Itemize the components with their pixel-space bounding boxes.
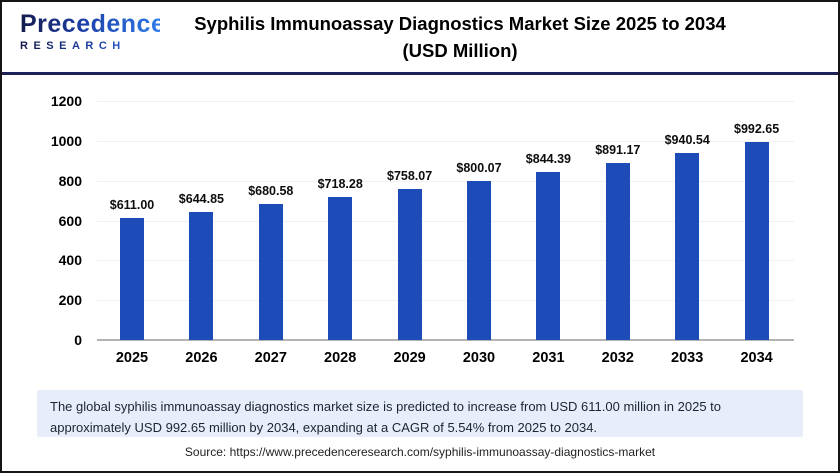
brand-logo: Precedence RESEARCH [20,10,166,52]
bar-value-label: $992.65 [734,122,780,137]
source-text: Source: https://www.precedenceresearch.c… [184,445,656,459]
bar [675,152,700,340]
bar [397,189,422,340]
bar-chart: $611.00 2025 $644.85 2026 $680.58 2027 $718.28… [2,75,838,387]
y-axis-label: 600 [58,212,82,229]
bar-value-label: $758.07 [387,169,433,184]
bar-value-label: $844.39 [525,151,571,166]
x-axis-label: 2029 [393,350,426,366]
y-axis-label: 1000 [50,132,82,149]
gridline [97,220,794,222]
x-axis-label: 2033 [671,350,704,366]
bar [467,180,491,340]
summary-text: The global syphilis immunoassay diagnost… [50,399,722,435]
y-axis-label: 200 [58,292,82,309]
x-axis-label: 2025 [115,350,149,366]
page-title-line1: Syphilis Immunoassay Diagnostics Market … [194,13,726,34]
y-axis-label: 0 [74,332,82,348]
bar-value-label: $644.85 [178,191,224,206]
bar [328,196,353,340]
y-axis-label: 400 [58,252,82,269]
header-divider [2,72,838,75]
x-axis-label: 2032 [601,350,634,366]
gridline [97,101,794,102]
page-title: Syphilis Immunoassay Diagnostics Market … [122,11,798,65]
bar-value-label: $611.00 [109,198,155,213]
bar [744,142,769,340]
bar [605,162,630,340]
x-axis-line [97,339,794,341]
bar-value-label: $680.58 [248,184,294,199]
plot-area: $611.00 2025 $644.85 2026 $680.58 2027 $718.28… [97,101,794,366]
page-title-line2: (USD Million) [402,39,518,61]
bar-value-label: $718.28 [317,176,363,191]
x-axis-label: 2031 [532,350,565,366]
bar [258,204,283,340]
bar-value-label: $891.17 [595,142,641,157]
bar-value-label: $940.54 [664,132,710,147]
x-axis-label: 2027 [254,350,287,366]
logo-subtitle: RESEARCH [20,41,160,52]
header: Precedence RESEARCH Syphilis Immunoassay… [2,2,838,72]
x-axis-label: 2026 [185,350,218,366]
source-line: Source: https://www.precedenceresearch.c… [2,445,838,459]
gridline [97,260,794,262]
summary-box: The global syphilis immunoassay diagnost… [37,390,803,437]
logo-wordmark: Precedence [20,10,166,38]
bar [120,218,144,340]
x-axis-label: 2034 [740,350,773,366]
x-axis-label: 2030 [462,350,496,366]
gridline [97,140,794,142]
x-axis-label: 2028 [324,350,357,366]
gridline [97,300,794,302]
gridline [97,180,794,182]
bar-value-label: $800.07 [456,160,502,175]
bar [536,171,561,340]
bar [189,211,214,340]
y-axis-label: 800 [58,172,82,189]
y-axis-label: 1200 [50,93,82,109]
